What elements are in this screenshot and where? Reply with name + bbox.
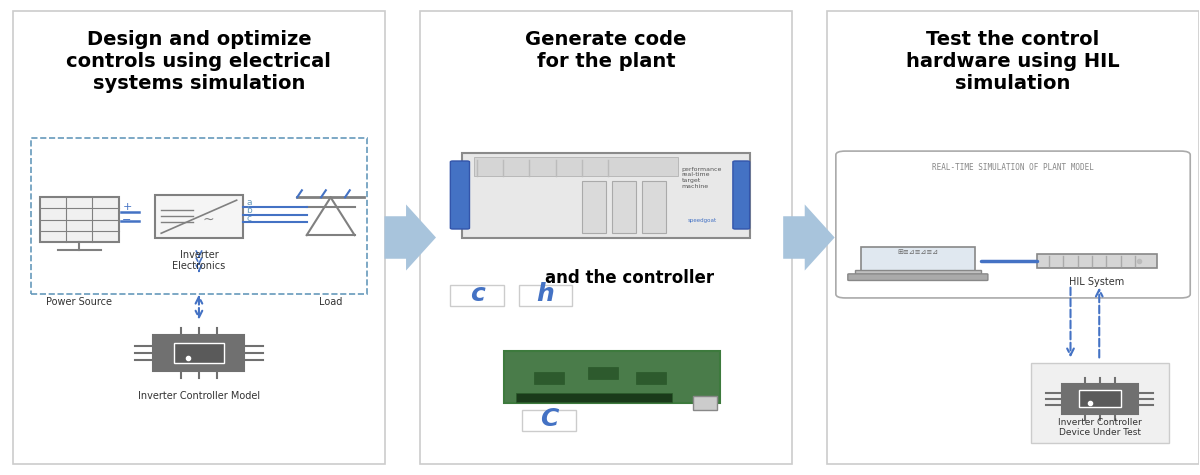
FancyBboxPatch shape: [522, 410, 576, 431]
FancyBboxPatch shape: [860, 247, 974, 271]
FancyBboxPatch shape: [828, 11, 1199, 464]
FancyBboxPatch shape: [856, 270, 980, 275]
FancyBboxPatch shape: [1062, 384, 1138, 414]
Polygon shape: [384, 204, 436, 271]
FancyBboxPatch shape: [518, 285, 572, 306]
Text: performance
real-time
target
machine: performance real-time target machine: [682, 167, 722, 189]
FancyBboxPatch shape: [462, 152, 750, 238]
Text: a: a: [246, 199, 252, 208]
FancyBboxPatch shape: [694, 396, 718, 410]
Text: Design and optimize
controls using electrical
systems simulation: Design and optimize controls using elect…: [66, 30, 331, 93]
FancyBboxPatch shape: [1031, 362, 1169, 443]
FancyBboxPatch shape: [836, 151, 1190, 298]
Text: c: c: [470, 282, 485, 306]
Text: Power Source: Power Source: [47, 296, 113, 306]
FancyBboxPatch shape: [534, 372, 564, 384]
FancyBboxPatch shape: [420, 11, 792, 464]
Text: c: c: [246, 214, 251, 223]
Text: C: C: [540, 407, 558, 431]
Text: Inverter Controller Model: Inverter Controller Model: [138, 391, 260, 401]
Text: Inverter Controller: Inverter Controller: [1058, 418, 1141, 428]
FancyBboxPatch shape: [154, 335, 245, 371]
Text: Generate code
for the plant: Generate code for the plant: [526, 30, 686, 71]
FancyBboxPatch shape: [642, 181, 666, 233]
FancyBboxPatch shape: [582, 181, 606, 233]
FancyBboxPatch shape: [588, 367, 618, 379]
FancyBboxPatch shape: [636, 372, 666, 384]
FancyBboxPatch shape: [474, 157, 678, 176]
Text: −: −: [122, 215, 132, 225]
Text: Device Under Test: Device Under Test: [1058, 428, 1141, 437]
Text: Inverter
Electronics: Inverter Electronics: [173, 250, 226, 271]
FancyBboxPatch shape: [450, 285, 504, 306]
Text: REAL-TIME SIMULATION OF PLANT MODEL: REAL-TIME SIMULATION OF PLANT MODEL: [932, 163, 1094, 172]
FancyBboxPatch shape: [40, 197, 119, 242]
Text: Test the control
hardware using HIL
simulation: Test the control hardware using HIL simu…: [906, 30, 1120, 93]
Text: HIL System: HIL System: [1069, 277, 1124, 287]
Text: h: h: [536, 282, 554, 306]
FancyBboxPatch shape: [1079, 390, 1121, 407]
Text: Load: Load: [319, 296, 342, 306]
FancyBboxPatch shape: [504, 351, 720, 403]
FancyBboxPatch shape: [516, 393, 672, 402]
Text: speedgoat: speedgoat: [688, 218, 716, 223]
FancyBboxPatch shape: [13, 11, 384, 464]
FancyBboxPatch shape: [733, 161, 750, 229]
Text: +: +: [122, 202, 132, 212]
FancyBboxPatch shape: [450, 161, 469, 229]
FancyBboxPatch shape: [174, 343, 224, 363]
FancyBboxPatch shape: [155, 196, 242, 238]
Text: and the controller: and the controller: [545, 269, 714, 286]
Text: b: b: [246, 207, 252, 216]
FancyBboxPatch shape: [1037, 254, 1157, 268]
Text: ~: ~: [203, 213, 215, 227]
FancyBboxPatch shape: [612, 181, 636, 233]
Polygon shape: [784, 204, 835, 271]
Text: ⊞≡⊿≡⊿≡⊿: ⊞≡⊿≡⊿≡⊿: [898, 249, 938, 255]
FancyBboxPatch shape: [848, 274, 988, 280]
